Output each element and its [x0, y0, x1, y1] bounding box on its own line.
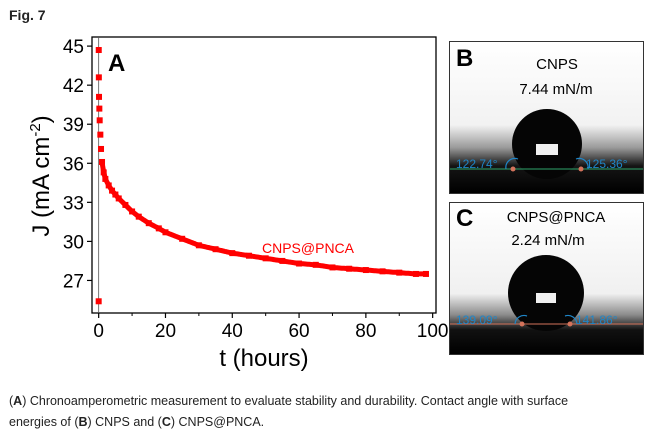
data-point [346, 265, 353, 272]
data-point [179, 235, 186, 242]
droplet-highlight [536, 144, 558, 155]
chart-series-marks [95, 47, 429, 305]
x-tick-label: 60 [288, 321, 309, 342]
data-point [362, 267, 369, 274]
panel-b-surface-energy: 7.44 mN/m [519, 81, 592, 98]
chart-ticks: 0 20 40 60 80 100 27 30 33 36 39 42 45 [63, 37, 449, 342]
data-point [279, 257, 286, 264]
figure-caption: (A) Chronoamperometric measurement to ev… [9, 391, 654, 433]
data-point [422, 270, 429, 277]
y-tick-label: 42 [63, 76, 84, 97]
chronoamperometry-chart: 0 20 40 60 80 100 27 30 33 36 39 42 45 A CNPS@PNCA t… [27, 36, 449, 372]
data-point [129, 208, 136, 215]
data-point [96, 93, 103, 100]
y-tick-label: 45 [63, 37, 84, 58]
data-point [155, 225, 162, 232]
x-tick-label: 20 [155, 321, 176, 342]
contact-point-right [578, 166, 584, 172]
contact-point-right [567, 321, 573, 327]
contact-angle-photo-cnps-pnca: 139.09° 141.86° C CNPS@PNCA 2.24 mN/m [449, 202, 644, 355]
droplet-highlight [536, 293, 556, 303]
y-tick-label: 39 [63, 115, 84, 136]
y-axis-label-main: J (mA cm [28, 137, 55, 237]
panel-c-material: CNPS@PNCA [507, 209, 606, 226]
data-point [112, 191, 119, 198]
data-point [229, 250, 236, 257]
data-point [195, 242, 202, 249]
contact-angle-photo-cnps: 122.74° 125.36° B CNPS 7.44 mN/m [449, 41, 644, 194]
data-point [262, 255, 269, 262]
figure-label: Fig. 7 [9, 7, 46, 23]
data-point [95, 47, 102, 54]
y-axis-label-close: ) [28, 115, 55, 123]
y-axis-label-superscript: -2 [27, 123, 44, 136]
y-axis-label: J (mA cm-2) [27, 115, 55, 236]
data-point [96, 105, 103, 112]
angle-arc-left [505, 157, 519, 170]
y-tick-label: 30 [63, 232, 84, 253]
x-tick-label: 0 [93, 321, 104, 342]
data-point [102, 175, 109, 182]
data-point [379, 268, 386, 275]
data-point [115, 195, 122, 202]
data-point [122, 201, 129, 208]
x-tick-label: 100 [417, 321, 449, 342]
caption-line-2: energies of (B) CNPS and (C) CNPS@PNCA. [9, 415, 265, 429]
angle-arc-right [575, 157, 589, 170]
contact-point-left [510, 166, 516, 172]
x-axis-label: t (hours) [219, 345, 308, 372]
contact-angle-left: 122.74° [456, 157, 498, 171]
panel-c-surface-energy: 2.24 mN/m [511, 232, 584, 249]
plot-frame [91, 36, 437, 314]
data-point [135, 213, 142, 220]
contact-angle-right: 125.36° [586, 157, 628, 171]
panel-b-label: B [456, 45, 473, 72]
y-tick-label: 27 [63, 271, 84, 292]
x-tick-label: 80 [355, 321, 376, 342]
caption-line-1: (A) Chronoamperometric measurement to ev… [9, 394, 569, 408]
data-point [162, 229, 169, 236]
contact-angle-right: 141.86° [576, 313, 618, 327]
droplet-image-cnps-pnca: 139.09° 141.86° C CNPS@PNCA 2.24 mN/m [450, 203, 643, 354]
panel-c-label: C [456, 205, 473, 232]
contact-angle-left: 139.09° [456, 313, 498, 327]
y-tick-label: 36 [63, 154, 84, 175]
data-point [412, 270, 419, 277]
data-point [105, 182, 112, 189]
chart-axes [91, 36, 437, 314]
series-annotation: CNPS@PNCA [262, 240, 355, 256]
data-point [296, 260, 303, 267]
data-point [99, 158, 106, 165]
data-point [97, 131, 104, 138]
data-point [245, 252, 252, 259]
panel-a-label: A [108, 50, 125, 77]
data-point [109, 187, 116, 194]
angle-arc-left [514, 314, 528, 325]
data-point [96, 117, 103, 124]
data-point [95, 298, 102, 305]
data-point [396, 269, 403, 276]
data-point [100, 169, 107, 176]
data-point [145, 220, 152, 227]
data-point [98, 145, 105, 152]
data-point [312, 261, 319, 268]
angle-arc-right [564, 314, 578, 325]
y-tick-label: 33 [63, 193, 84, 214]
data-point [212, 246, 219, 253]
data-point [95, 74, 102, 81]
data-point [329, 264, 336, 271]
contact-point-left [519, 321, 525, 327]
x-tick-label: 40 [222, 321, 243, 342]
droplet-image-cnps: 122.74° 125.36° B CNPS 7.44 mN/m [450, 42, 643, 193]
panel-b-material: CNPS [536, 56, 578, 73]
